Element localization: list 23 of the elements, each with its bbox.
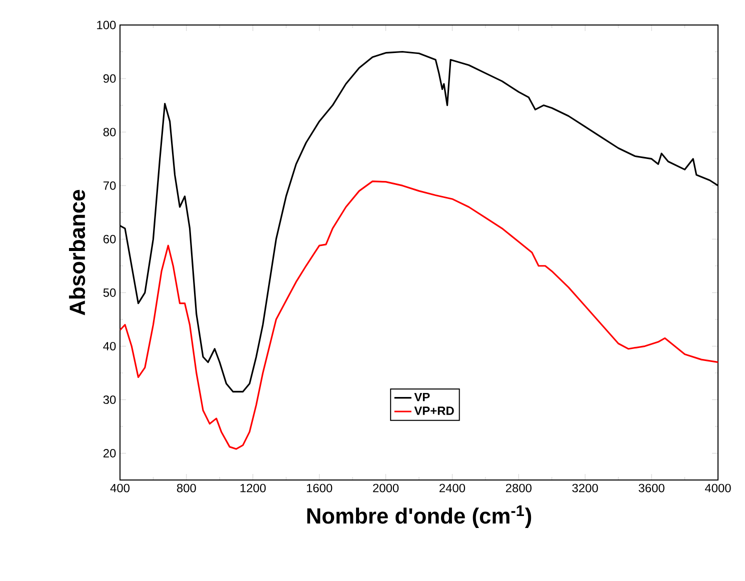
y-axis-title: Absorbance [68, 190, 86, 316]
y-tick-label: 80 [103, 128, 116, 136]
y-tick-label: 50 [103, 288, 116, 297]
x-tick-label: 3200 [572, 484, 598, 492]
legend-label: VP [414, 392, 430, 402]
x-axis-title: Nombre d'onde (cm$^{-1}$) [307, 505, 532, 528]
y-tick-label: 90 [103, 74, 116, 83]
x-tick-label: 400 [110, 484, 130, 492]
x-tick-label: 800 [176, 484, 196, 492]
y-tick-label: 60 [103, 234, 116, 244]
legend-label: VP+RD [414, 406, 454, 415]
x-tick-label: 2400 [440, 484, 466, 492]
x-tick-label: 2800 [506, 484, 532, 492]
y-tick-label: 30 [103, 395, 116, 404]
y-tick-label: 100 [97, 20, 116, 30]
x-tick-label: 3600 [638, 484, 664, 492]
y-tick-label: 70 [103, 181, 116, 190]
x-tick-label: 1600 [306, 484, 332, 492]
x-tick-label: 1200 [240, 484, 266, 492]
y-tick-label: 20 [103, 449, 116, 458]
x-tick-label: 2000 [373, 484, 399, 492]
y-tick-label: 40 [103, 342, 116, 350]
x-tick-label: 4000 [704, 484, 731, 492]
